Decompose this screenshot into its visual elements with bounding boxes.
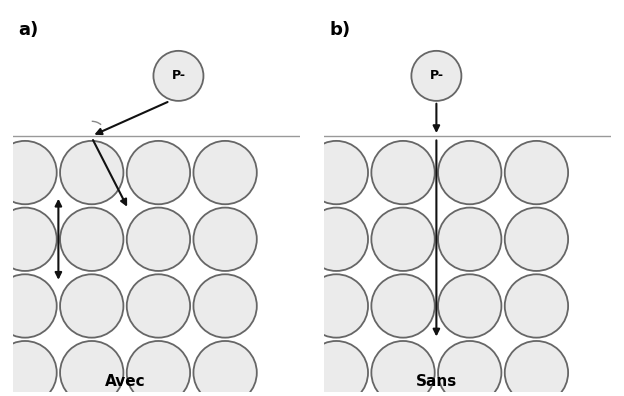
Circle shape [0, 141, 57, 204]
Text: P-: P- [429, 69, 444, 82]
Circle shape [438, 141, 502, 204]
Circle shape [0, 341, 57, 396]
Circle shape [438, 208, 502, 271]
Circle shape [0, 274, 57, 338]
Circle shape [60, 208, 124, 271]
Circle shape [438, 274, 502, 338]
Circle shape [127, 274, 190, 338]
Circle shape [193, 208, 257, 271]
Circle shape [305, 341, 368, 396]
Circle shape [60, 274, 124, 338]
Circle shape [505, 341, 568, 396]
Circle shape [371, 341, 435, 396]
Circle shape [193, 341, 257, 396]
Text: b): b) [329, 21, 351, 39]
Circle shape [505, 274, 568, 338]
Text: Sans: Sans [416, 374, 457, 389]
Circle shape [505, 141, 568, 204]
Circle shape [193, 141, 257, 204]
Text: a): a) [18, 21, 39, 39]
Text: P-: P- [172, 69, 185, 82]
Circle shape [127, 341, 190, 396]
Circle shape [154, 51, 203, 101]
Circle shape [438, 341, 502, 396]
Circle shape [305, 208, 368, 271]
Circle shape [411, 51, 461, 101]
Circle shape [305, 141, 368, 204]
Circle shape [127, 208, 190, 271]
Circle shape [60, 341, 124, 396]
Circle shape [505, 208, 568, 271]
Circle shape [371, 208, 435, 271]
Text: Avec: Avec [105, 374, 145, 389]
Circle shape [371, 274, 435, 338]
Circle shape [60, 141, 124, 204]
Circle shape [0, 208, 57, 271]
Circle shape [127, 141, 190, 204]
Circle shape [371, 141, 435, 204]
Circle shape [305, 274, 368, 338]
Circle shape [193, 274, 257, 338]
